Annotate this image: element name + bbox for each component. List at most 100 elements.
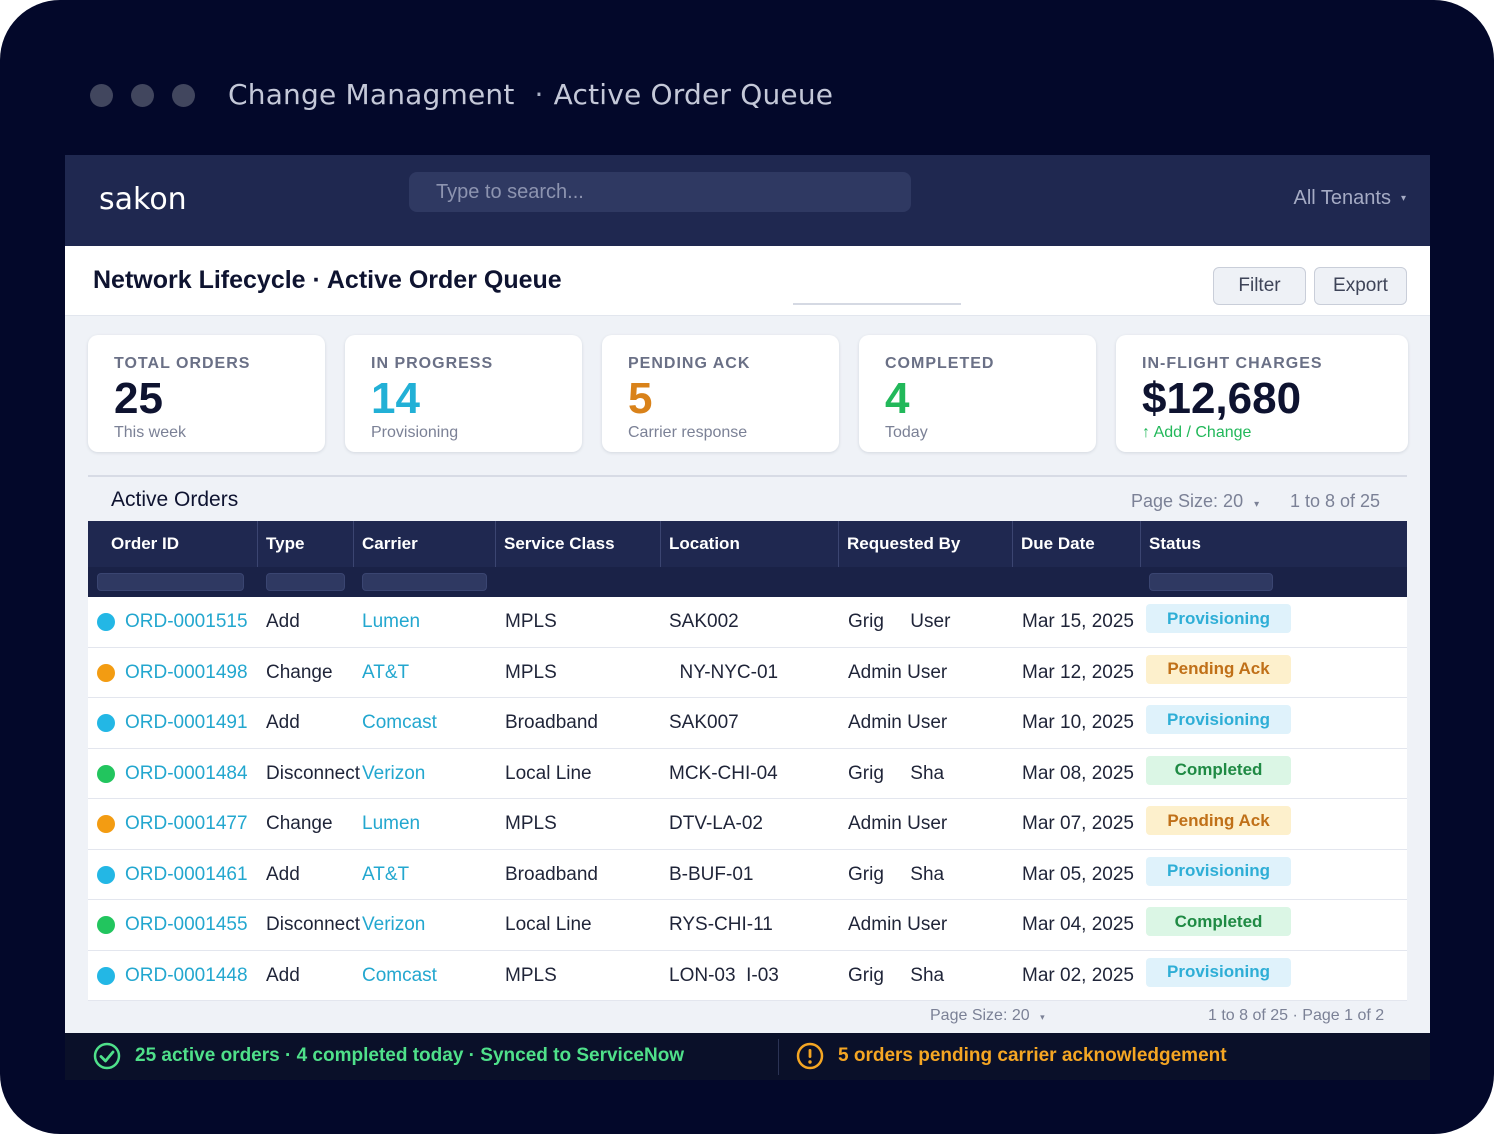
due-date: Mar 08, 2025 bbox=[1022, 762, 1134, 784]
close-window-dot[interactable] bbox=[90, 84, 113, 107]
due-date: Mar 07, 2025 bbox=[1022, 813, 1134, 834]
table-row[interactable]: ORD-0001455 Disconnect Verizon Local Line RY… bbox=[88, 900, 1407, 951]
requested-by: Grig Sha bbox=[848, 964, 945, 986]
order-id-link[interactable]: ORD-0001455 bbox=[125, 914, 248, 935]
stat-subtext: Carrier response bbox=[628, 424, 748, 441]
order-id-link[interactable]: ORD-0001484 bbox=[125, 762, 248, 784]
requested-by: Grig Sha bbox=[848, 762, 945, 784]
column-header-due-date[interactable]: Due Date bbox=[1013, 521, 1141, 567]
stat-card: IN PROGRESS 14 Provisioning bbox=[345, 335, 582, 452]
stat-card: COMPLETED 4 Today bbox=[859, 335, 1096, 452]
minimize-window-dot[interactable] bbox=[131, 84, 154, 107]
status-badge: Completed bbox=[1146, 755, 1291, 785]
tenant-selector[interactable]: All Tenants ▾ bbox=[1293, 187, 1406, 210]
column-header-location[interactable]: Location bbox=[661, 521, 839, 567]
pending-alert[interactable]: 5 orders pending carrier acknowledgement bbox=[796, 1042, 1227, 1070]
header-divider bbox=[793, 303, 961, 305]
top-navbar: sakon All Tenants ▾ bbox=[65, 155, 1430, 246]
location: SAK002 bbox=[669, 611, 739, 632]
window-title-page: Active Order Queue bbox=[553, 78, 834, 111]
column-header-service-class[interactable]: Service Class bbox=[496, 521, 661, 567]
row-range: 1 to 8 of 25 bbox=[1290, 491, 1381, 511]
window-title-separator: · bbox=[534, 78, 544, 111]
order-type: Disconnect bbox=[266, 762, 360, 784]
warning-circle-icon bbox=[796, 1042, 824, 1070]
brand-logo[interactable]: sakon bbox=[99, 182, 187, 217]
orders-table: Order ID Type Carrier Service Class Location… bbox=[88, 521, 1407, 1001]
carrier-link[interactable]: Verizon bbox=[362, 762, 426, 784]
carrier-link[interactable]: AT&T bbox=[362, 863, 410, 885]
carrier-link[interactable]: Comcast bbox=[362, 712, 437, 733]
column-header-carrier[interactable]: Carrier bbox=[354, 521, 496, 567]
service-class: MPLS bbox=[505, 661, 557, 683]
table-row[interactable]: ORD-0001498 Change AT&T MPLS NY-NYC-01 Admin… bbox=[88, 647, 1407, 698]
location: SAK007 bbox=[669, 712, 739, 733]
column-header-requested-by[interactable]: Requested By bbox=[839, 521, 1013, 567]
column-filter-input[interactable] bbox=[97, 573, 244, 591]
status-dot-icon bbox=[97, 613, 115, 631]
table-row[interactable]: ORD-0001484 Disconnect Verizon Local Line MC… bbox=[88, 748, 1407, 799]
window-title-app: Change Managment bbox=[228, 78, 515, 111]
service-class: Broadband bbox=[505, 863, 598, 885]
maximize-window-dot[interactable] bbox=[172, 84, 195, 107]
due-date: Mar 15, 2025 bbox=[1022, 611, 1134, 632]
table-row[interactable]: ORD-0001515 Add Lumen MPLS SAK002 Grig User Ma… bbox=[88, 597, 1407, 648]
search-input[interactable] bbox=[409, 172, 911, 212]
carrier-link[interactable]: Lumen bbox=[362, 611, 421, 632]
table-row[interactable]: ORD-0001477 Change Lumen MPLS DTV-LA-02 Admin… bbox=[88, 799, 1407, 850]
status-badge: Provisioning bbox=[1146, 856, 1291, 886]
order-type: Add bbox=[266, 863, 300, 885]
order-id-link[interactable]: ORD-0001491 bbox=[125, 712, 248, 733]
carrier-link[interactable]: Verizon bbox=[362, 914, 426, 935]
requested-by: Admin User bbox=[848, 914, 948, 935]
status-dot-icon bbox=[97, 966, 115, 985]
order-id-link[interactable]: ORD-0001448 bbox=[125, 964, 248, 986]
order-id-link[interactable]: ORD-0001477 bbox=[125, 813, 248, 834]
section-divider bbox=[88, 475, 1407, 477]
order-type: Add bbox=[266, 712, 300, 733]
requested-by: Grig User bbox=[848, 611, 951, 632]
stat-subtext: This week bbox=[114, 424, 187, 441]
column-filter-input[interactable] bbox=[266, 573, 345, 591]
stat-cards: TOTAL ORDERS 25 This week IN PROGRESS 14 Prov… bbox=[88, 335, 1408, 452]
order-type: Change bbox=[266, 813, 333, 834]
check-circle-icon bbox=[93, 1042, 121, 1070]
footer-page-size-selector[interactable]: Page Size: 20 ▾ bbox=[930, 1007, 1045, 1025]
export-button[interactable]: Export bbox=[1314, 267, 1407, 305]
column-header-status[interactable]: Status bbox=[1149, 534, 1201, 553]
column-filter-input[interactable] bbox=[362, 573, 487, 591]
column-header-order-id[interactable]: Order ID bbox=[88, 521, 258, 567]
chevron-down-icon: ▾ bbox=[1400, 193, 1406, 204]
order-id-link[interactable]: ORD-0001515 bbox=[125, 611, 248, 632]
column-filter-input[interactable] bbox=[1149, 573, 1273, 591]
pagination-summary: 1 to 8 of 25 · Page 1 of 2 bbox=[1208, 1007, 1385, 1024]
status-dot-icon bbox=[97, 764, 115, 783]
footer-page-size-label: Page Size: 20 bbox=[930, 1007, 1030, 1024]
table-row[interactable]: ORD-0001448 Add Comcast MPLS LON-03 I-03 Grig… bbox=[88, 950, 1407, 1001]
location: DTV-LA-02 bbox=[669, 813, 763, 834]
table-footer: Page Size: 20 ▾ 1 to 8 of 25 · Page 1 of… bbox=[65, 998, 1430, 1033]
tenant-label: All Tenants bbox=[1293, 187, 1391, 209]
stat-label: TOTAL ORDERS bbox=[114, 355, 251, 372]
due-date: Mar 02, 2025 bbox=[1022, 964, 1134, 986]
filter-button[interactable]: Filter bbox=[1213, 267, 1306, 305]
location: NY-NYC-01 bbox=[669, 661, 779, 683]
window-controls bbox=[90, 84, 195, 107]
table-row[interactable]: ORD-0001491 Add Comcast Broadband SAK007 Admi… bbox=[88, 698, 1407, 749]
column-header-type[interactable]: Type bbox=[258, 521, 354, 567]
due-date: Mar 12, 2025 bbox=[1022, 661, 1134, 683]
service-class: MPLS bbox=[505, 813, 557, 834]
order-id-link[interactable]: ORD-0001498 bbox=[125, 661, 248, 683]
stat-label: PENDING ACK bbox=[628, 355, 751, 372]
carrier-link[interactable]: Lumen bbox=[362, 813, 421, 834]
table-row[interactable]: ORD-0001461 Add AT&T Broadband B-BUF-01 Grig … bbox=[88, 849, 1407, 900]
carrier-link[interactable]: Comcast bbox=[362, 964, 437, 986]
page-size-selector[interactable]: Page Size: 20 ▾ bbox=[1131, 491, 1259, 512]
stat-value: 4 bbox=[885, 374, 910, 423]
stat-subtext: Provisioning bbox=[371, 424, 459, 441]
order-id-link[interactable]: ORD-0001461 bbox=[125, 863, 248, 885]
page-size-label: Page Size: 20 bbox=[1131, 491, 1244, 511]
status-badge: Provisioning bbox=[1146, 957, 1291, 987]
stat-value: 5 bbox=[628, 374, 653, 423]
carrier-link[interactable]: AT&T bbox=[362, 661, 410, 683]
